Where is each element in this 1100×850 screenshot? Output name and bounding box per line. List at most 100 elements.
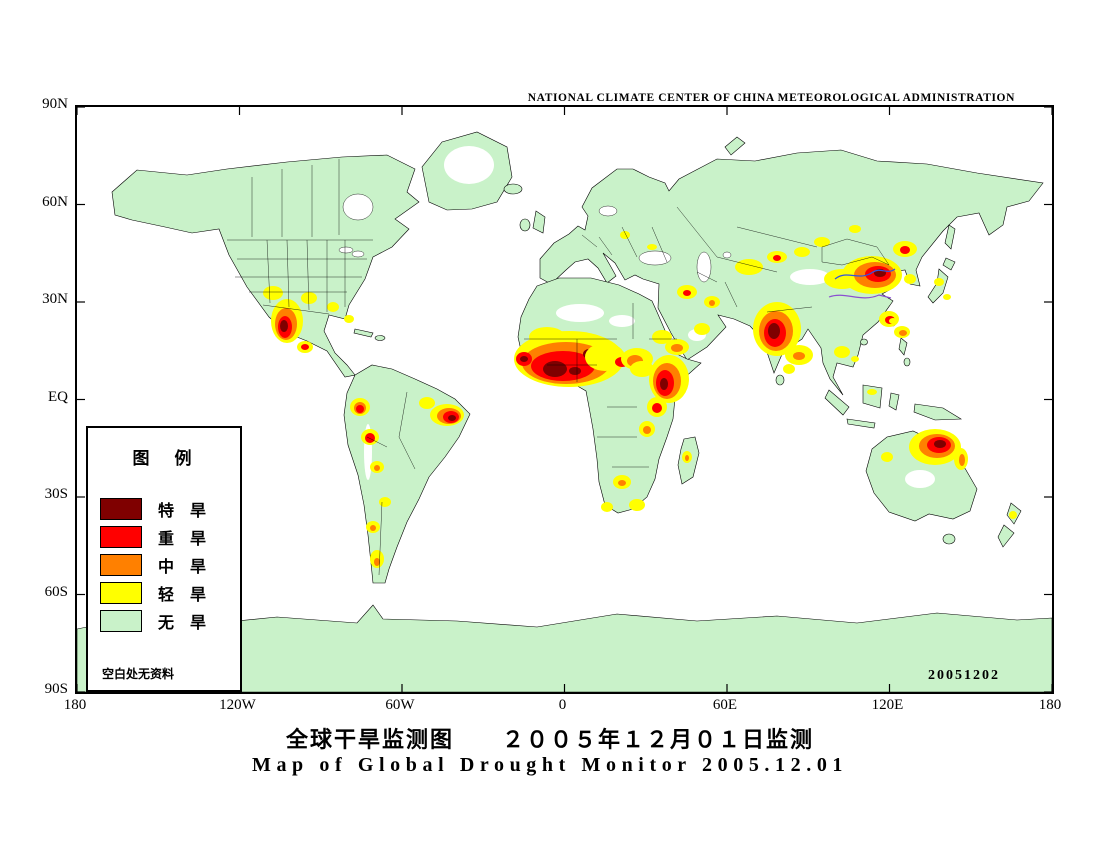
java [846,418,876,429]
drought-blob-light [601,502,613,512]
drought-blob-light [301,292,317,304]
drought-blob-light [327,302,339,312]
ireland [519,218,531,232]
drought-blob-extreme [768,323,780,339]
lon-tick-label: 120W [219,697,256,713]
legend-label: 重 旱 [158,531,207,548]
hainan [860,338,868,346]
lat-tick-label: 90N [42,96,68,112]
drought-severity-layer [263,225,1017,568]
drought-blob-extreme [280,320,288,332]
drought-blob-light [263,286,283,300]
drought-blob-severe [683,290,691,296]
novaya-zemlya [724,136,746,156]
legend-label: 轻 旱 [158,587,207,604]
drought-blob-light [629,499,645,511]
country-borders-layer [227,159,890,576]
great-lakes-east [351,250,365,258]
legend-row-moderate: 中 旱 [100,551,240,579]
sulawesi [888,392,900,411]
sahara-nodata-east [609,315,635,327]
no-drought-swatch [100,610,142,632]
drought-blob-severe [900,246,910,254]
hokkaido [942,257,956,271]
drought-blob-moderate [643,426,651,434]
drought-blob-extreme [543,361,567,377]
lat-tick-label: 30S [44,486,68,502]
hudson-bay [342,193,374,221]
sumatra [824,389,850,416]
south-america [343,364,471,584]
great-britain [532,210,546,234]
lon-tick-label: 180 [1038,697,1062,713]
eurasia [539,149,1044,396]
borneo [862,384,883,409]
lon-tick-label: 60E [712,697,738,713]
drought-blob-light [783,364,795,374]
severe-drought-swatch [100,526,142,548]
drought-blob-light [1009,511,1017,519]
drought-blob-light [620,231,630,239]
drought-blob-extreme [934,440,946,448]
drought-blob-light [849,225,861,233]
drought-blob-light [344,315,354,323]
legend-nodata-note: 空白处无资料 [102,667,175,681]
drought-blob-moderate [793,352,805,360]
drought-blob-extreme [448,415,456,421]
china-rivers-layer [828,268,896,299]
mindanao [903,357,911,367]
sakhalin [944,224,956,250]
drought-blob-light [814,237,830,247]
aral-sea [722,251,732,259]
drought-blob-light [881,452,893,462]
drought-blob-severe [773,255,781,261]
sahara-nodata-west [556,304,604,322]
tasmania [942,533,956,545]
legend-row-none: 无 旱 [100,607,240,635]
drought-blob-light [735,259,763,275]
drought-blob-light [652,330,672,344]
lat-tick-label: 60N [42,193,68,210]
drought-blob-moderate [899,330,907,336]
world-map-svg [77,107,1052,692]
drought-blob-extreme [660,378,668,390]
great-lakes-west [338,246,354,254]
drought-blob-light [904,274,916,284]
yangtze-river [828,294,892,299]
drought-blob-moderate [959,454,965,466]
lon-tick-label: 120E [871,697,904,713]
drought-blob-severe [365,433,375,443]
legend-label: 特 旱 [158,503,207,520]
drought-blob-light [834,346,850,358]
drought-blob-light [794,247,810,257]
australia-nodata [905,470,935,488]
drought-blob-extreme [569,367,581,375]
moderate-drought-swatch [100,554,142,576]
drought-blob-light [851,356,859,362]
light-drought-swatch [100,582,142,604]
hispaniola [374,335,386,341]
drought-blob-extreme [520,356,528,362]
new-zealand-south [997,524,1015,548]
iceland [503,183,523,195]
lon-tick-label: 60W [385,697,415,713]
cuba [353,328,374,338]
lon-tick-label: 0 [558,697,567,713]
drought-blob-light [889,318,897,324]
legend-rows: 特 旱 重 旱 中 旱 轻 旱 无 旱 [100,495,240,635]
drought-blob-severe [652,403,662,413]
philippines [898,337,908,356]
drought-blob-moderate [374,558,380,566]
new-guinea [913,403,963,421]
drought-blob-light [867,389,877,395]
legend-title: 图 例 [132,449,196,468]
drought-blob-moderate [709,300,715,306]
tibet-nodata [790,269,830,285]
drought-blob-light [943,294,951,300]
legend-row-light: 轻 旱 [100,579,240,607]
lat-tick-label: 60S [44,583,68,600]
sri-lanka [775,374,785,386]
map-date-stamp: 20051202 [928,668,1000,683]
drought-blob-light [934,278,944,286]
